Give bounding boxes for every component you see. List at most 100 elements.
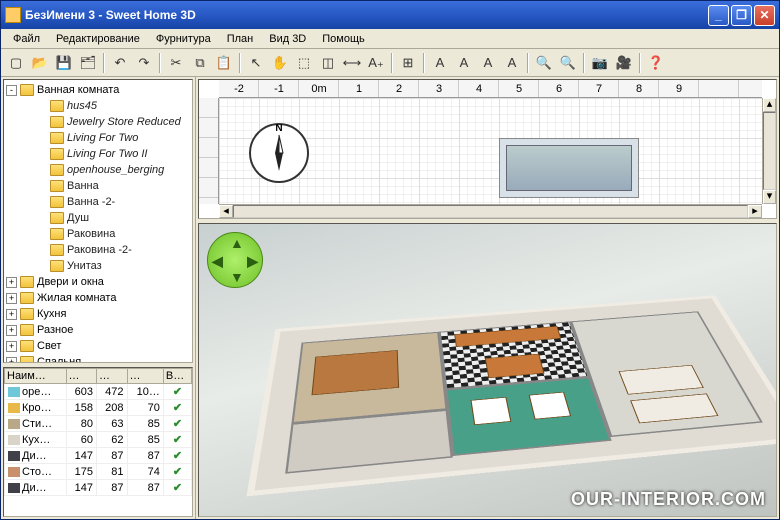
tree-row[interactable]: openhouse_berging (6, 162, 190, 178)
paste-button[interactable]: 📋 (213, 52, 235, 74)
table-row[interactable]: Сти…806385✔ (5, 416, 192, 432)
table-row[interactable]: ope…60347210…✔ (5, 384, 192, 400)
tree-row[interactable]: Jewelry Store Reduced (6, 114, 190, 130)
camera-button[interactable]: 📷 (589, 52, 611, 74)
tree-row[interactable]: Раковина (6, 226, 190, 242)
expand-icon[interactable]: + (6, 309, 17, 320)
close-button[interactable]: ✕ (754, 5, 775, 26)
align-right-button[interactable]: A (501, 52, 523, 74)
wall-button[interactable]: ⬚ (293, 52, 315, 74)
new-file-button[interactable]: ▢ (5, 52, 27, 74)
menu-план[interactable]: План (219, 31, 262, 47)
help-button[interactable]: ❓ (645, 52, 667, 74)
maximize-button[interactable]: ❐ (731, 5, 752, 26)
cell-visible-checkbox[interactable]: ✔ (163, 448, 191, 464)
tree-row[interactable]: +Свет (6, 338, 190, 354)
table-row[interactable]: Кух…606285✔ (5, 432, 192, 448)
cell-visible-checkbox[interactable]: ✔ (163, 432, 191, 448)
catalog-tree[interactable]: -Ванная комнатаhus45Jewelry Store Reduce… (3, 79, 193, 363)
tree-row[interactable]: +Разное (6, 322, 190, 338)
expand-icon[interactable]: + (6, 325, 17, 336)
preferences-button[interactable]: 🗂 (77, 52, 99, 74)
plan-model[interactable] (499, 138, 639, 198)
tree-row[interactable]: Унитаз (6, 258, 190, 274)
cell-visible-checkbox[interactable]: ✔ (163, 480, 191, 496)
tree-row[interactable]: Living For Two II (6, 146, 190, 162)
expand-icon[interactable]: + (6, 293, 17, 304)
cut-button[interactable]: ✂ (165, 52, 187, 74)
scroll-up-icon[interactable]: ▴ (763, 98, 776, 112)
room-bedroom[interactable] (292, 332, 448, 424)
nav-left-icon[interactable]: ◀ (212, 253, 223, 270)
tree-row[interactable]: Ванна (6, 178, 190, 194)
zoom-out-button[interactable]: 🔍 (557, 52, 579, 74)
compass-icon[interactable] (249, 123, 309, 183)
cell-visible-checkbox[interactable]: ✔ (163, 384, 191, 400)
nav-down-icon[interactable]: ▼ (230, 269, 244, 285)
tree-row[interactable]: Living For Two (6, 130, 190, 146)
cell-visible-checkbox[interactable]: ✔ (163, 400, 191, 416)
open-button[interactable]: 📂 (29, 52, 51, 74)
navigation-control[interactable]: ▲ ▼ ◀ ▶ (207, 232, 263, 288)
cell-visible-checkbox[interactable]: ✔ (163, 464, 191, 480)
tree-row[interactable]: +Двери и окна (6, 274, 190, 290)
collapse-icon[interactable]: - (6, 85, 17, 96)
import-button[interactable]: A (429, 52, 451, 74)
tree-row[interactable]: hus45 (6, 98, 190, 114)
tree-row[interactable]: Ванна -2- (6, 194, 190, 210)
tree-row[interactable]: Раковина -2- (6, 242, 190, 258)
undo-button[interactable]: ↶ (109, 52, 131, 74)
tree-row[interactable]: +Кухня (6, 306, 190, 322)
minimize-button[interactable]: _ (708, 5, 729, 26)
tree-row[interactable]: Душ (6, 210, 190, 226)
floor-plan-3d[interactable] (246, 295, 777, 496)
expand-icon[interactable]: + (6, 277, 17, 288)
menu-редактирование[interactable]: Редактирование (48, 31, 148, 47)
scroll-right-icon[interactable]: ▸ (748, 205, 762, 218)
column-header[interactable]: … (97, 369, 128, 384)
align-center-button[interactable]: A (477, 52, 499, 74)
dimension-button[interactable]: ⟷ (341, 52, 363, 74)
select-button[interactable]: ↖ (245, 52, 267, 74)
pan-button[interactable]: ✋ (269, 52, 291, 74)
column-header[interactable]: … (66, 369, 97, 384)
scrollbar-horizontal[interactable]: ◂▸ (219, 204, 762, 218)
cell-visible-checkbox[interactable]: ✔ (163, 416, 191, 432)
text-button[interactable]: A₊ (365, 52, 387, 74)
tree-row[interactable]: -Ванная комната (6, 82, 190, 98)
record-button[interactable]: 🎥 (613, 52, 635, 74)
table-row[interactable]: Кро…15820870✔ (5, 400, 192, 416)
tree-row[interactable]: +Спальня (6, 354, 190, 363)
copy-button[interactable]: ⧉ (189, 52, 211, 74)
plan-2d-pane[interactable]: -2-10m123456789 ◂▸ ▴▾ (198, 79, 777, 219)
menu-файл[interactable]: Файл (5, 31, 48, 47)
scrollbar-vertical[interactable]: ▴▾ (762, 98, 776, 204)
table-row[interactable]: Сто…1758174✔ (5, 464, 192, 480)
furniture-table[interactable]: Наим…………В… ope…60347210…✔Кро…15820870✔Ст… (3, 367, 193, 517)
save-button[interactable]: 💾 (53, 52, 75, 74)
redo-button[interactable]: ↷ (133, 52, 155, 74)
column-header[interactable]: Наим… (5, 369, 67, 384)
scroll-left-icon[interactable]: ◂ (219, 205, 233, 218)
table-row[interactable]: Ди…1478787✔ (5, 448, 192, 464)
nav-up-icon[interactable]: ▲ (230, 235, 244, 251)
nav-right-icon[interactable]: ▶ (247, 253, 258, 270)
menu-фурнитура[interactable]: Фурнитура (148, 31, 219, 47)
align-left-button[interactable]: A (453, 52, 475, 74)
menu-помощь[interactable]: Помощь (314, 31, 373, 47)
zoom-in-button[interactable]: 🔍 (533, 52, 555, 74)
room-bathroom[interactable] (445, 377, 612, 456)
titlebar[interactable]: БезИмени 3 - Sweet Home 3D _ ❐ ✕ (1, 1, 779, 29)
view-3d-pane[interactable]: ▲ ▼ ◀ ▶ OUR-INTERIOR.COM (198, 223, 777, 517)
expand-icon[interactable]: + (6, 341, 17, 352)
plan-grid[interactable] (219, 98, 762, 204)
expand-icon[interactable]: + (6, 357, 17, 364)
scroll-down-icon[interactable]: ▾ (763, 190, 776, 204)
menu-вид 3d[interactable]: Вид 3D (261, 31, 314, 47)
tree-row[interactable]: +Жилая комната (6, 290, 190, 306)
column-header[interactable]: В… (163, 369, 191, 384)
add-furniture-button[interactable]: ⊞ (397, 52, 419, 74)
room-button[interactable]: ◫ (317, 52, 339, 74)
table-row[interactable]: Ди…1478787✔ (5, 480, 192, 496)
column-header[interactable]: … (127, 369, 163, 384)
